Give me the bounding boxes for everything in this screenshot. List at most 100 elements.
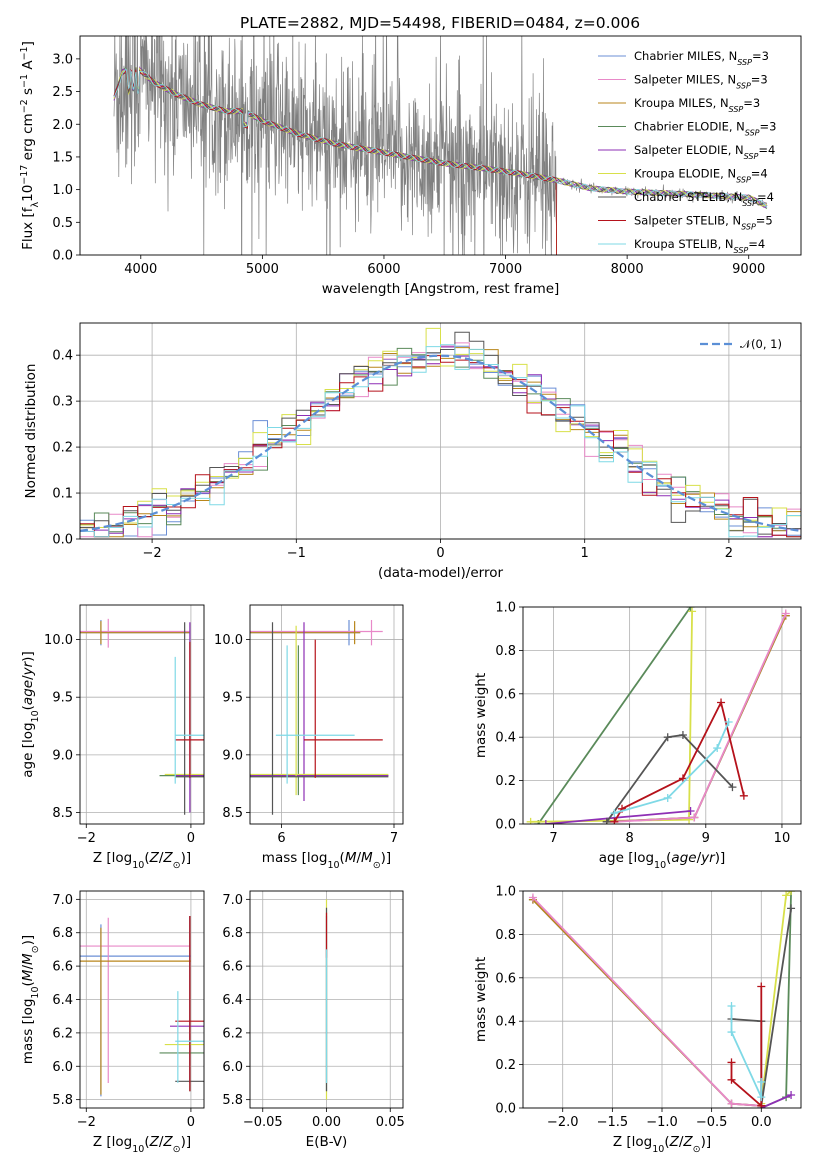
model-spectrum-salpeter-stelib (113, 69, 557, 255)
y-tick-label: 0.2 (495, 1058, 516, 1073)
y-tick-label: 6.0 (52, 1060, 73, 1075)
x-tick-label: −1 (287, 546, 306, 561)
weight-point (663, 793, 672, 802)
y-tick-label: 5.8 (222, 1093, 243, 1108)
plot-area (528, 891, 796, 1108)
axes-frame (249, 890, 404, 1109)
x-tick-label: −2 (143, 546, 162, 561)
y-axis-label: age [log10(age/yr)] (20, 651, 41, 777)
y-tick-label: 2.0 (52, 118, 73, 133)
y-tick-label: 0.3 (52, 395, 73, 410)
y-tick-label: 9.0 (222, 748, 243, 763)
x-tick-label: 2 (725, 546, 733, 561)
y-tick-label: 6.6 (222, 960, 243, 975)
weight-line-chabrier-elodie (537, 607, 692, 824)
weight-point (528, 893, 537, 902)
y-axis-label: mass weight (473, 957, 489, 1042)
y-axis-label: mass [log10(M/M⊙)] (20, 935, 41, 1064)
x-tick-label: 7 (549, 831, 557, 846)
weight-point (782, 891, 791, 900)
residual-histogram-kroupa-elodie (80, 327, 801, 531)
y-tick-label: 0.6 (495, 971, 516, 986)
axes-frame (79, 322, 802, 540)
y-tick-label: 6.8 (52, 926, 73, 941)
y-tick-label: 8.5 (52, 806, 73, 821)
y-tick-label: 1.0 (495, 601, 516, 616)
x-tick-label: −2 (77, 831, 96, 846)
y-tick-label: 0.6 (495, 687, 516, 702)
y-tick-label: 1.0 (495, 885, 516, 900)
weight-line-kroupa-miles (606, 615, 787, 823)
weight-line-kroupa-stelib (730, 1006, 763, 1098)
x-tick-label: 1 (581, 546, 589, 561)
y-tick-label: 3.0 (52, 52, 73, 67)
axes-frame (522, 606, 802, 825)
y-tick-label: 9.5 (222, 691, 243, 706)
weight-line-kroupa-miles (532, 899, 762, 1107)
weight-point (724, 718, 733, 727)
x-tick-label: 6000 (367, 262, 400, 277)
y-tick-label: 0.4 (52, 349, 73, 364)
plot-area (80, 618, 204, 815)
x-tick-label: −2.0 (547, 1115, 579, 1130)
weight-point (526, 817, 535, 824)
axes-frame (79, 35, 802, 256)
plot-area (526, 607, 790, 824)
axes-frame (79, 604, 205, 825)
weight-line-salpeter-stelib (730, 986, 763, 1108)
y-tick-label: 1.5 (52, 150, 73, 165)
y-tick-label: 2.5 (52, 85, 73, 100)
x-tick-label: 10 (774, 831, 791, 846)
x-axis-label: wavelength [Angstrom, rest frame] (322, 281, 560, 297)
weight-line-chabrier-miles (606, 615, 787, 823)
y-tick-label: 5.8 (52, 1093, 73, 1108)
x-tick-label: 5000 (246, 262, 279, 277)
x-tick-label: 7 (390, 831, 398, 846)
y-tick-label: 0.0 (52, 533, 73, 548)
weight-line-salpeter-elodie (760, 1094, 792, 1108)
axes-frame (522, 890, 802, 1109)
y-tick-label: 6.2 (52, 1026, 73, 1041)
weight-point (727, 1002, 736, 1011)
weight-point (610, 809, 619, 818)
x-tick-label: −2 (77, 1115, 96, 1130)
legend-entry: Chabrier ELODIE, NSSP=3 (634, 120, 776, 138)
weight-line-salpeter-miles (532, 896, 762, 1107)
legend-entry: Kroupa ELODIE, NSSP=4 (634, 167, 768, 185)
age-weight-panel: 7 8 9 10 0.0 0.2 0.4 0.6 0.8 1.0 mass weight age [l… (473, 601, 802, 871)
weight-point (663, 733, 672, 742)
plot-area (80, 916, 204, 1097)
legend-entry: Kroupa STELIB, NSSP=4 (634, 237, 765, 255)
weight-point (727, 1075, 736, 1084)
y-tick-label: 0.0 (495, 818, 516, 833)
y-tick-label: 1.0 (52, 183, 73, 198)
x-tick-label: 9000 (732, 262, 765, 277)
y-tick-label: 0.2 (495, 774, 516, 789)
weight-point (678, 731, 687, 740)
y-axis-label: Flux [fλ10−17 erg cm−2 s−1 A−1] (19, 41, 41, 250)
y-tick-label: 7.0 (222, 893, 243, 908)
weight-point (610, 817, 619, 824)
x-axis-label: Z [log10(Z/Z⊙)] (93, 850, 191, 871)
x-tick-label: 7000 (489, 262, 522, 277)
plot-area (113, 36, 768, 255)
weight-line-kroupa-stelib (614, 721, 730, 814)
weight-point (688, 607, 697, 616)
y-tick-label: 8.5 (222, 806, 243, 821)
residual-histogram-panel: −2 −1 0 1 2 0.0 0.1 0.2 0.3 0.4 (data-model)/error… (23, 322, 802, 581)
weight-point (787, 891, 796, 895)
weight-point (739, 791, 748, 800)
y-tick-label: 0.0 (52, 249, 73, 264)
x-tick-label: −1.5 (597, 1115, 629, 1130)
legend-entry: Salpeter STELIB, NSSP=5 (634, 214, 773, 232)
y-tick-label: 0.4 (495, 1015, 516, 1030)
legend-entry: 𝒩(0, 1) (740, 337, 782, 351)
x-tick-label: 0 (436, 546, 444, 561)
x-tick-label: 8000 (611, 262, 644, 277)
y-tick-label: 6.8 (222, 926, 243, 941)
weight-line-chabrier-miles (532, 899, 762, 1107)
weight-line-salpeter-stelib (613, 699, 745, 823)
y-tick-label: 7.0 (52, 893, 73, 908)
weight-point (757, 1101, 766, 1108)
axes-frame (79, 890, 205, 1109)
